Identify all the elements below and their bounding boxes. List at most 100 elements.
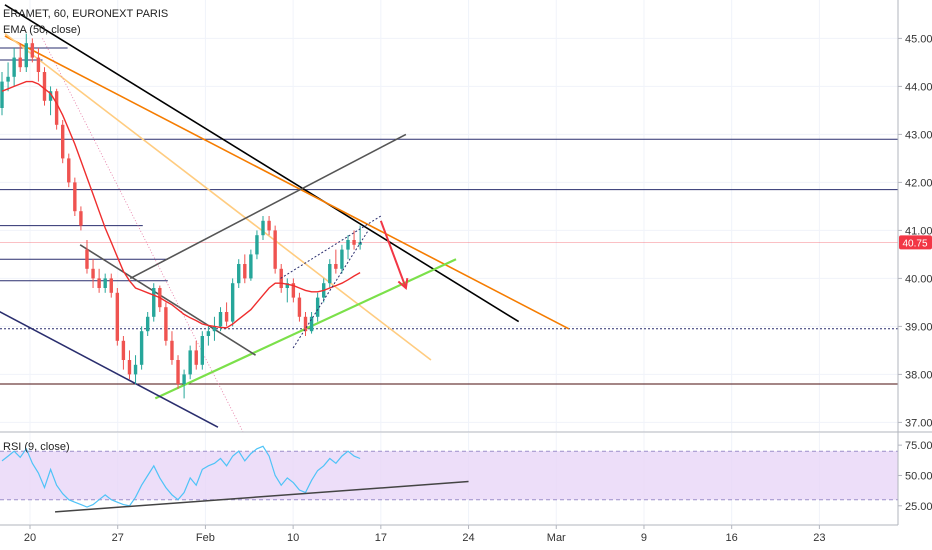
candle-body [176,360,180,384]
candle-body [182,374,186,384]
wedge-dotted-lines [280,215,382,349]
candle-body [340,249,344,269]
price-axis-labels: 37.00 38.00 39.00 40.00 41.00 42.00 43.00 44.00… [898,33,932,429]
trend-line [0,310,219,428]
candle-body [91,268,95,279]
candle-body [133,364,138,375]
rsi-tick-label: 25.00 [905,501,932,513]
candle-body [170,340,174,360]
candle-body [42,72,47,101]
candle-body [97,278,101,288]
candle-body [267,220,271,231]
candle-body [328,264,332,284]
candle-body [273,230,277,269]
candle-body [249,254,253,279]
time-tick-label: 17 [375,532,387,544]
candle-body [218,312,223,327]
indicator-legend: EMA (50, close) [3,24,81,36]
candle-body [61,124,65,159]
price-tick-label: 45.00 [905,33,932,45]
price-tick-label: 40.00 [905,273,932,285]
time-tick-label: Feb [196,532,215,544]
symbol-title: ERAMET, 60, EURONEXT PARIS [3,8,168,20]
ema-line [1,80,361,329]
candle-body [224,312,229,322]
candle-body [194,350,198,365]
candle-body [24,43,28,68]
candle-body [145,316,150,332]
candle-body [334,264,338,269]
candle-body [67,158,71,183]
candle-body [212,326,217,332]
price-tick-label: 38.00 [905,369,932,381]
trend-line [129,133,407,280]
candles [0,33,362,399]
candle-body [115,292,120,341]
price-tick-label: 43.00 [905,129,932,141]
time-tick-label: 16 [726,532,738,544]
arrow-head [397,277,409,290]
price-tick-label: 37.00 [905,417,932,429]
candle-body [230,283,235,322]
rsi-trend-line [55,480,469,513]
candle-body [309,316,314,332]
candle-body [121,340,126,360]
candle-body [243,264,247,279]
time-tick-label: 24 [462,532,474,544]
candle-body [297,297,302,317]
candle-body [206,331,211,336]
candle-body [12,57,16,77]
candle-body [48,91,53,101]
projection-arrow [379,220,409,290]
time-tick-label: 23 [813,532,825,544]
horizontal-levels [0,47,898,385]
candle-body [188,350,192,375]
candle-body [352,240,356,245]
candle-body [346,240,350,250]
time-tick-label: 9 [641,532,647,544]
candle-body [30,43,35,58]
trend-line [79,244,256,356]
candle-body [109,278,113,293]
candle-body [73,182,77,212]
candle-body [54,91,59,125]
candle-body [36,57,41,72]
time-tick-label: 10 [287,532,299,544]
candle-body [291,283,296,298]
price-tick-label: 41.00 [905,225,932,237]
candle-body [6,76,10,82]
candle-body [103,278,107,288]
trend-line [4,35,570,330]
last-price-value: 40.75 [902,238,927,249]
last-price-badge: 40.75 [899,235,932,250]
candle-body [139,331,144,365]
candle-body [127,360,132,375]
rsi-legend: RSI (9, close) [3,441,70,453]
candle-body [285,283,289,288]
price-tick-label: 39.00 [905,321,932,333]
time-tick-label: 27 [112,532,124,544]
rsi-tick-label: 75.00 [905,440,932,452]
trend-line [4,32,432,361]
candle-body [164,307,168,341]
price-tick-label: 44.00 [905,81,932,93]
candle-body [255,235,259,255]
candle-body [200,336,205,365]
candle-body [0,81,4,108]
candle-body [315,297,320,317]
wedge-bottom-line [292,230,369,349]
candle-body [237,264,241,284]
time-tick-label: Mar [547,532,566,544]
candle-body [152,288,156,317]
rsi-line [1,445,361,508]
candle-body [261,220,265,236]
candle-body [303,316,308,332]
price-tick-label: 42.00 [905,177,932,189]
time-tick-label: 20 [24,532,36,544]
arrow-shaft [379,220,407,289]
candle-body [18,57,22,68]
rsi-tick-label: 50.00 [905,470,932,482]
candle-body [79,211,83,226]
rsi-axis-labels: 25.00 50.00 75.00 [898,440,932,513]
